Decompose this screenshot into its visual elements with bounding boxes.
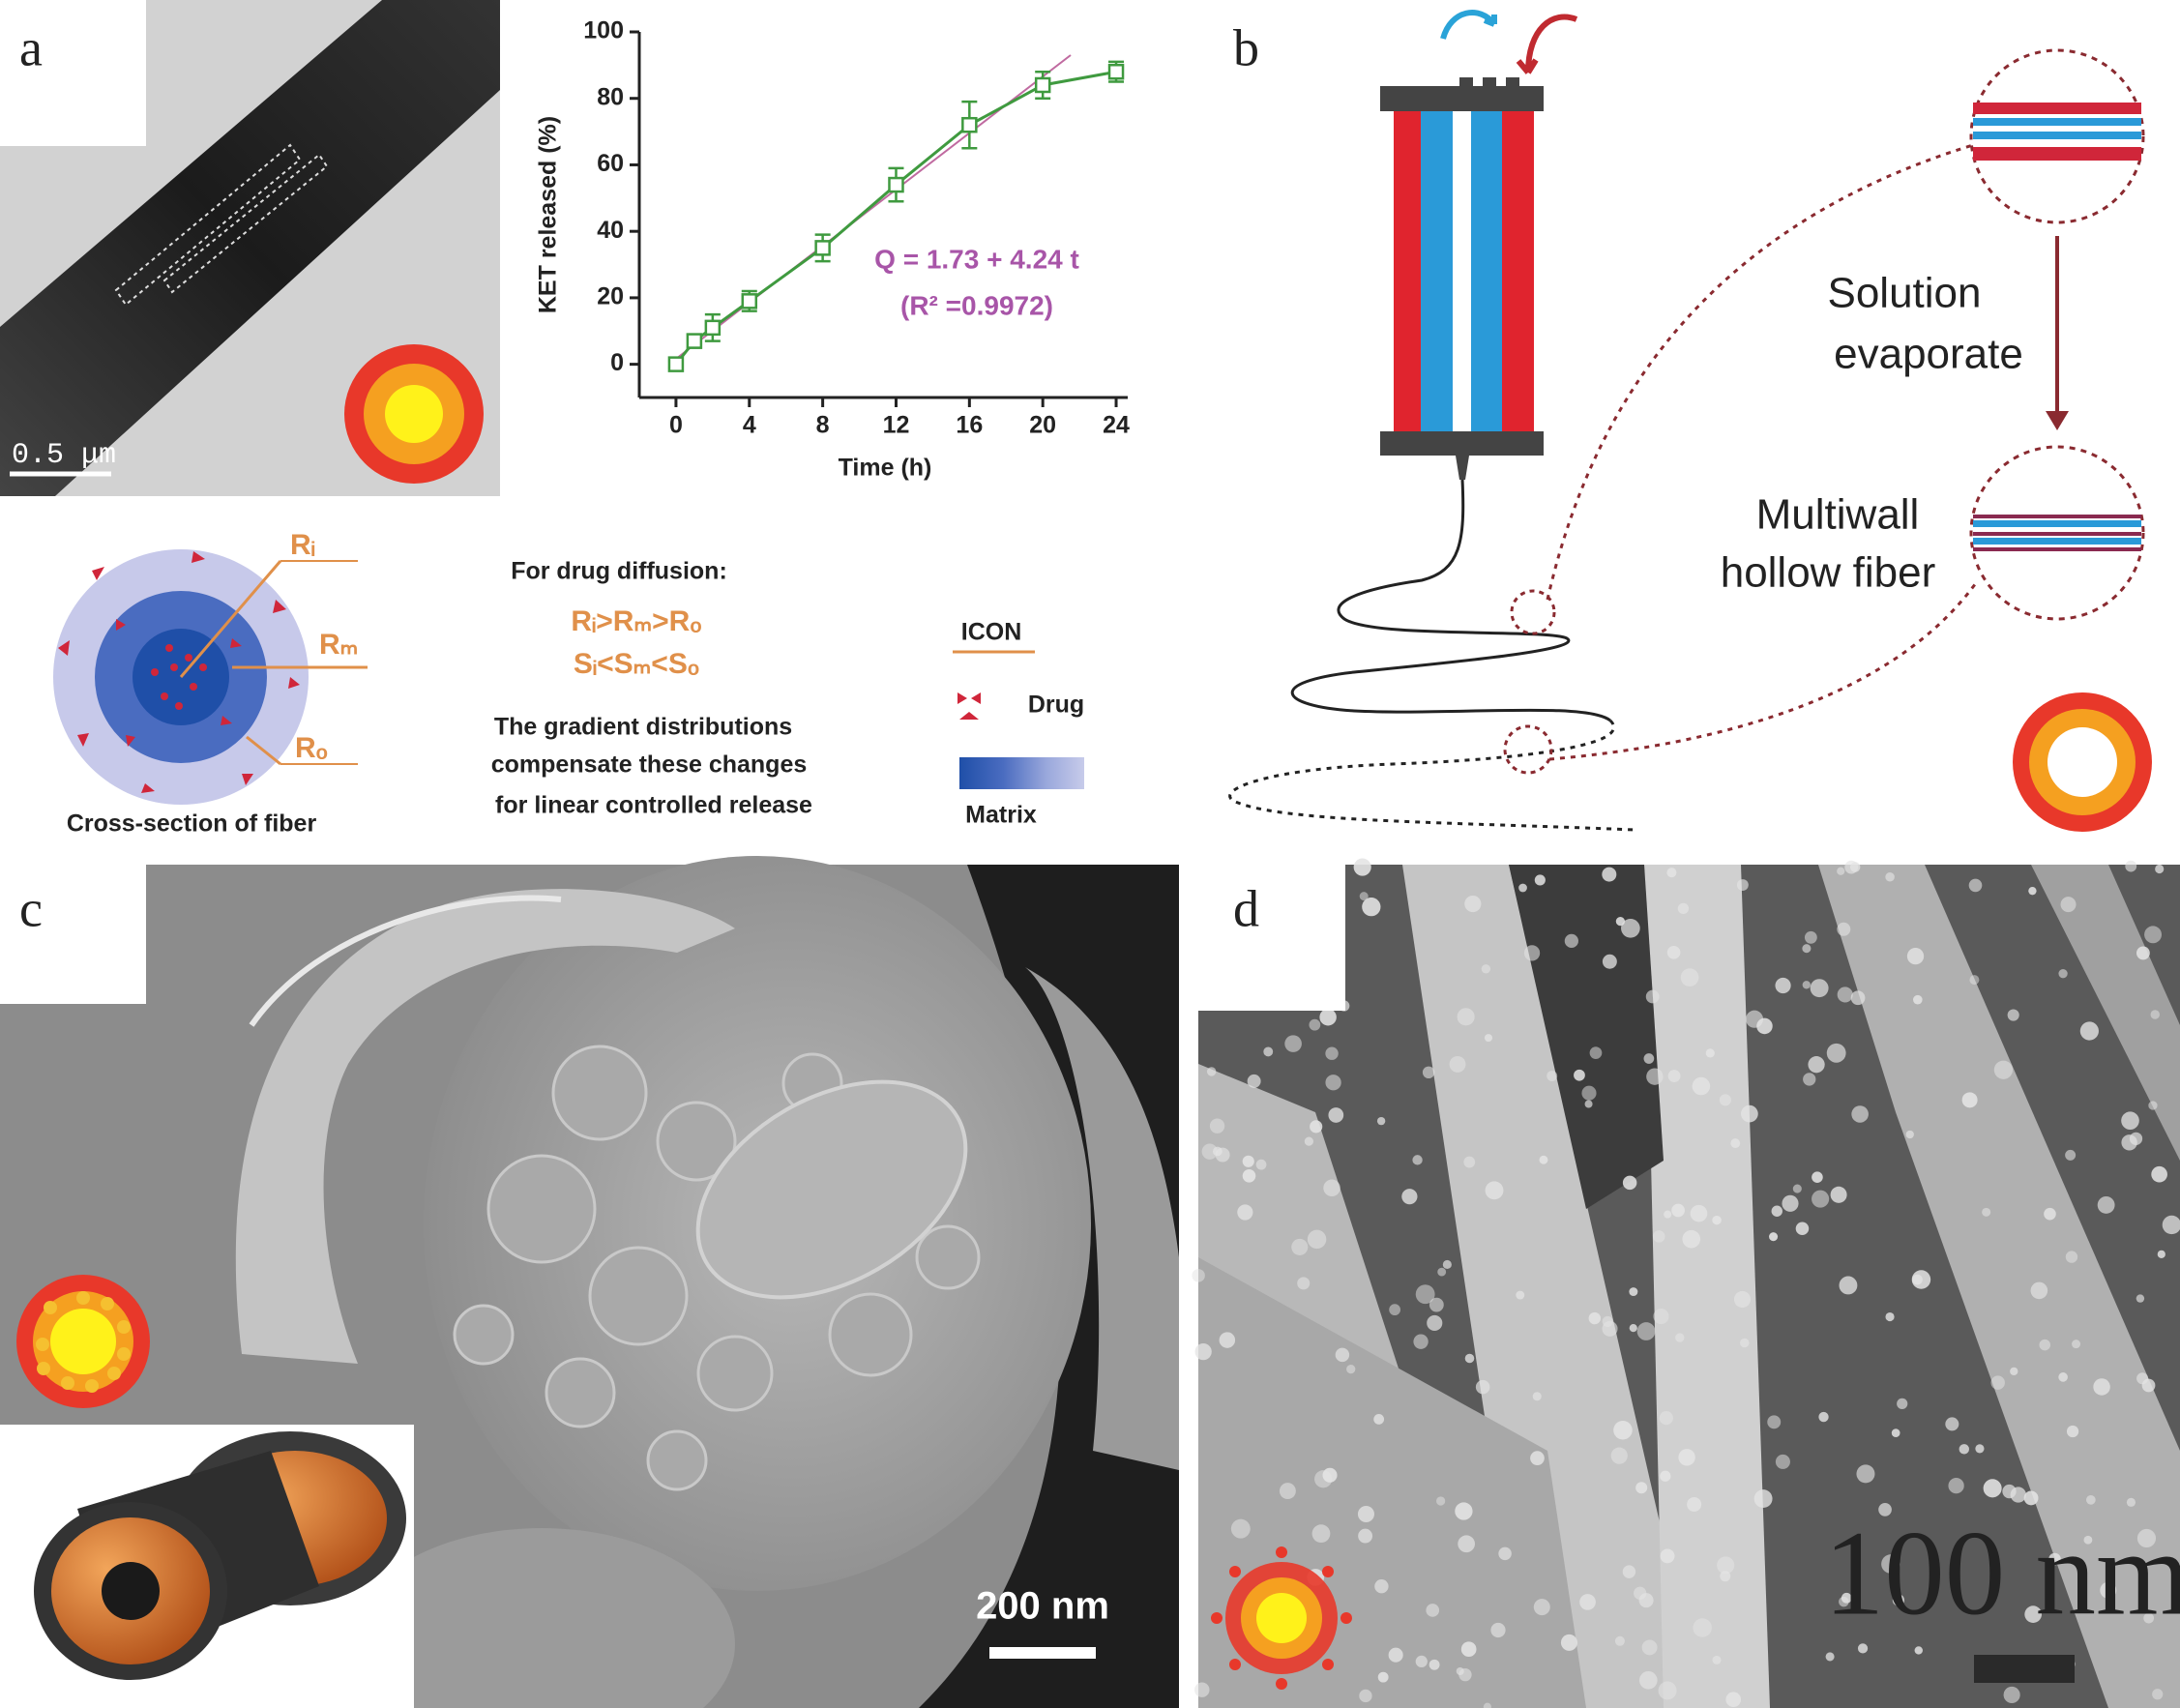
data-point (961, 116, 978, 133)
sem-image: 100 nm (1192, 858, 2180, 1708)
y-tick-label: 60 (597, 150, 624, 177)
annotation: (R² =0.9972) (900, 290, 1053, 320)
x-tick-label: 4 (743, 412, 756, 439)
data-point (686, 333, 703, 349)
panel-label: c (19, 879, 43, 937)
x-tick-label: 16 (956, 412, 983, 439)
radius-label: Rₘ (319, 629, 358, 661)
legend-title: ICON (961, 619, 1022, 646)
x-tick-label: 8 (816, 412, 830, 439)
label-box (0, 865, 146, 1004)
release-chart: Time (h) KET released (%) Q = 1.73 + 4.2… (535, 17, 1130, 482)
scale-bar-label: 200 nm (976, 1585, 1109, 1628)
y-tick-label: 20 (597, 283, 624, 310)
y-tick-label: 0 (610, 349, 624, 376)
note-line: The gradient distributions (494, 714, 792, 741)
panel-label: b (1233, 18, 1259, 76)
cross-section: Rᵢ Rₘ Rₒ Cross-section of fiber (53, 529, 368, 838)
y-tick-label: 100 (583, 17, 624, 44)
x-axis-label: Time (h) (839, 455, 932, 482)
note-line: compensate these changes (491, 751, 808, 779)
x-tick-label: 12 (883, 412, 910, 439)
data-point (888, 176, 904, 193)
y-tick-label: 40 (597, 217, 624, 244)
data-point (1107, 63, 1125, 80)
radius-label: Rᵢ (290, 529, 315, 561)
x-tick-label: 24 (1103, 412, 1130, 439)
product-label: Multiwall (1756, 491, 1920, 539)
relation: Sᵢ<Sₘ<Sₒ (574, 648, 699, 680)
scale-bar-label: 0.5 μm (12, 439, 116, 472)
data-point (814, 240, 831, 256)
panel-label: d (1233, 879, 1259, 937)
annotation: Q = 1.73 + 4.24 t (874, 244, 1079, 274)
y-tick-label: 80 (597, 83, 624, 110)
heading: For drug diffusion: (511, 558, 727, 585)
data-point (704, 319, 722, 337)
legend-label: Matrix (965, 802, 1037, 829)
x-tick-label: 0 (669, 412, 683, 439)
data-point (1034, 76, 1051, 94)
data-point (667, 356, 685, 372)
icon-legend: ICON Drug Matrix (953, 619, 1084, 829)
diffusion-text: For drug diffusion: Rᵢ>Rₘ>Rₒ Sᵢ<Sₘ<Sₒ Th… (491, 558, 812, 819)
sem-image: 200 nm (0, 856, 1179, 1708)
panel-label: a (19, 18, 43, 76)
caption: Cross-section of fiber (67, 810, 317, 838)
label-box (0, 0, 146, 146)
product-label: hollow fiber (1721, 549, 1936, 597)
tem-image: 0.5 μm (0, 0, 500, 496)
y-axis-label: KET released (%) (535, 116, 562, 313)
electrospinning-diagram: b Solution evaporate Multiwall hollow fi… (1228, 10, 2152, 832)
step-label: evaporate (1834, 331, 2023, 378)
step-label: Solution (1827, 270, 1981, 317)
legend-label: Drug (1028, 692, 1084, 719)
data-point (741, 293, 758, 309)
radius-label: Rₒ (295, 732, 328, 764)
scale-bar-label: 100 nm (1824, 1508, 2180, 1641)
x-tick-label: 20 (1029, 412, 1056, 439)
relation: Rᵢ>Rₘ>Rₒ (571, 605, 701, 637)
label-box (1198, 865, 1345, 1011)
note-line: for linear controlled release (495, 792, 812, 819)
